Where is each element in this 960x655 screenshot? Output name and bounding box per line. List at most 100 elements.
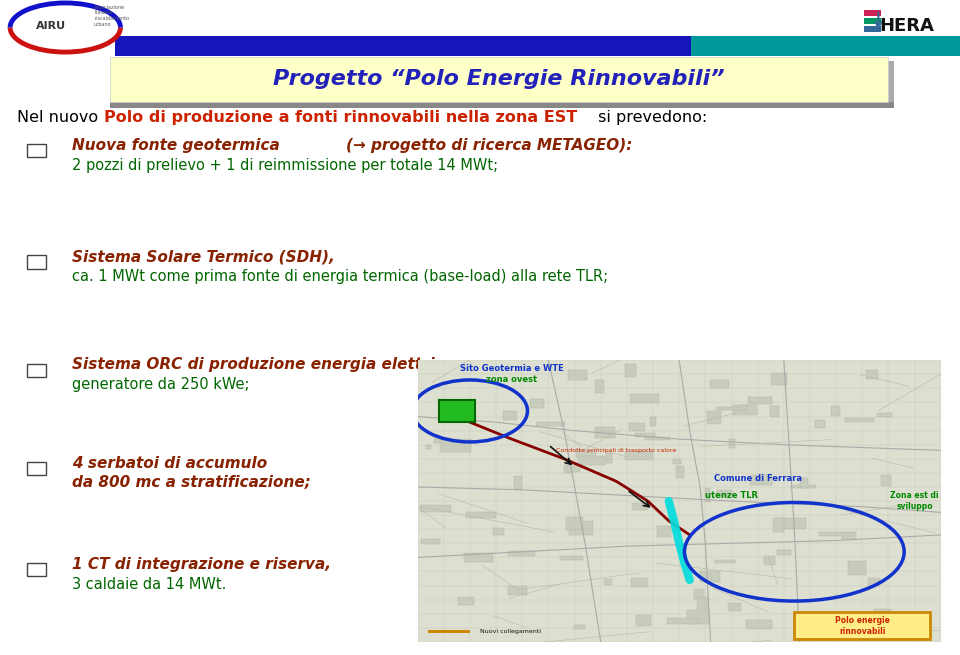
Bar bbox=[730, 439, 735, 448]
Text: associazione
italiana
riscaldamento
urbano: associazione italiana riscaldamento urba… bbox=[94, 5, 130, 27]
Bar bbox=[708, 411, 721, 424]
Text: Comune di Ferrara: Comune di Ferrara bbox=[713, 474, 802, 483]
Bar bbox=[27, 144, 46, 157]
Bar bbox=[864, 18, 881, 24]
Bar bbox=[700, 571, 720, 582]
Bar bbox=[694, 589, 704, 599]
Text: Polo energie
rinnovabili: Polo energie rinnovabili bbox=[835, 616, 890, 635]
Text: AIRU: AIRU bbox=[36, 20, 66, 31]
Bar bbox=[717, 490, 732, 496]
Text: si prevedono:: si prevedono: bbox=[593, 111, 708, 125]
Text: Progetto “Polo Energie Rinnovabili”: Progetto “Polo Energie Rinnovabili” bbox=[274, 69, 725, 89]
Bar bbox=[576, 449, 596, 457]
FancyBboxPatch shape bbox=[794, 612, 930, 639]
Bar bbox=[791, 485, 816, 488]
Bar bbox=[636, 615, 651, 626]
Bar bbox=[716, 407, 747, 410]
Bar bbox=[27, 563, 46, 576]
Bar bbox=[697, 597, 708, 609]
Text: HERA: HERA bbox=[879, 17, 935, 35]
Bar bbox=[667, 618, 698, 624]
Bar bbox=[110, 102, 894, 108]
Bar bbox=[115, 36, 691, 56]
Text: generatore da 250 kWe;: generatore da 250 kWe; bbox=[72, 377, 250, 392]
Bar bbox=[434, 438, 451, 443]
Bar bbox=[629, 422, 645, 431]
Bar bbox=[464, 553, 493, 563]
Bar bbox=[645, 437, 669, 440]
Bar bbox=[650, 417, 656, 426]
Bar bbox=[425, 445, 431, 449]
Bar bbox=[536, 422, 564, 426]
Bar bbox=[632, 504, 648, 510]
Bar bbox=[866, 369, 877, 379]
Bar bbox=[849, 561, 866, 575]
Bar bbox=[836, 614, 861, 620]
Bar bbox=[567, 465, 580, 472]
Text: ca. 1 MWt come prima fonte di energia termica (base-load) alla rete TLR;: ca. 1 MWt come prima fonte di energia te… bbox=[72, 269, 608, 284]
Bar bbox=[868, 578, 880, 586]
Bar bbox=[625, 451, 653, 460]
Bar bbox=[741, 405, 747, 410]
Bar bbox=[706, 489, 710, 502]
Bar bbox=[458, 597, 474, 605]
Text: Sistema Solare Termico (SDH),: Sistema Solare Termico (SDH), bbox=[72, 250, 335, 264]
Bar bbox=[27, 364, 46, 377]
Text: Zona est di
sviluppo: Zona est di sviluppo bbox=[890, 491, 939, 511]
Bar bbox=[864, 10, 881, 16]
Bar bbox=[842, 532, 855, 539]
Text: Sistema ORC di produzione energia elettrica,: Sistema ORC di produzione energia elettr… bbox=[72, 358, 460, 372]
Bar bbox=[27, 462, 46, 475]
Bar bbox=[673, 459, 681, 464]
Bar bbox=[709, 380, 730, 388]
Text: 2 pozzi di prelievo + 1 di reimmissione per totale 14 MWt;: 2 pozzi di prelievo + 1 di reimmissione … bbox=[72, 158, 498, 172]
Text: Nel nuovo: Nel nuovo bbox=[17, 111, 104, 125]
Bar bbox=[864, 26, 881, 32]
Bar bbox=[439, 400, 475, 422]
Bar bbox=[630, 394, 660, 403]
Bar bbox=[771, 373, 787, 385]
Bar bbox=[625, 364, 636, 377]
Bar bbox=[875, 609, 892, 618]
Bar bbox=[815, 421, 826, 428]
Bar bbox=[881, 476, 892, 486]
Bar bbox=[732, 405, 757, 415]
Bar bbox=[492, 529, 504, 535]
Text: utenze TLR: utenze TLR bbox=[705, 491, 758, 500]
Bar bbox=[751, 475, 772, 485]
Bar bbox=[508, 551, 536, 556]
Bar bbox=[728, 603, 741, 611]
Bar bbox=[564, 465, 571, 473]
Bar bbox=[594, 380, 604, 393]
Bar bbox=[714, 560, 736, 563]
Bar bbox=[676, 466, 684, 478]
Bar bbox=[777, 550, 791, 555]
Bar bbox=[748, 396, 772, 404]
Text: da 800 mc a stratificazione;: da 800 mc a stratificazione; bbox=[72, 476, 311, 490]
Bar bbox=[27, 255, 46, 269]
Bar bbox=[573, 626, 585, 629]
Text: zona ovest: zona ovest bbox=[486, 375, 538, 384]
Bar bbox=[877, 413, 892, 417]
Bar bbox=[604, 579, 612, 585]
Text: 3 caldaie da 14 MWt.: 3 caldaie da 14 MWt. bbox=[72, 577, 227, 591]
Bar bbox=[567, 369, 587, 379]
Bar bbox=[831, 406, 840, 415]
Text: Condotte principali di trasporto calore: Condotte principali di trasporto calore bbox=[556, 448, 677, 453]
Bar bbox=[466, 512, 496, 518]
Text: Nuovi collegamenti: Nuovi collegamenti bbox=[480, 629, 541, 634]
Bar bbox=[115, 36, 960, 56]
Text: Sito Geotermia e WTE: Sito Geotermia e WTE bbox=[460, 364, 564, 373]
Bar bbox=[606, 453, 612, 463]
Bar bbox=[657, 526, 671, 537]
Bar bbox=[441, 439, 471, 452]
Bar bbox=[515, 476, 522, 489]
Bar bbox=[569, 521, 592, 535]
FancyBboxPatch shape bbox=[110, 57, 888, 102]
Bar bbox=[565, 517, 583, 530]
Text: 9: 9 bbox=[920, 624, 933, 643]
Bar bbox=[560, 556, 583, 560]
Bar bbox=[845, 418, 874, 422]
Bar bbox=[774, 518, 783, 532]
Bar bbox=[764, 556, 775, 565]
